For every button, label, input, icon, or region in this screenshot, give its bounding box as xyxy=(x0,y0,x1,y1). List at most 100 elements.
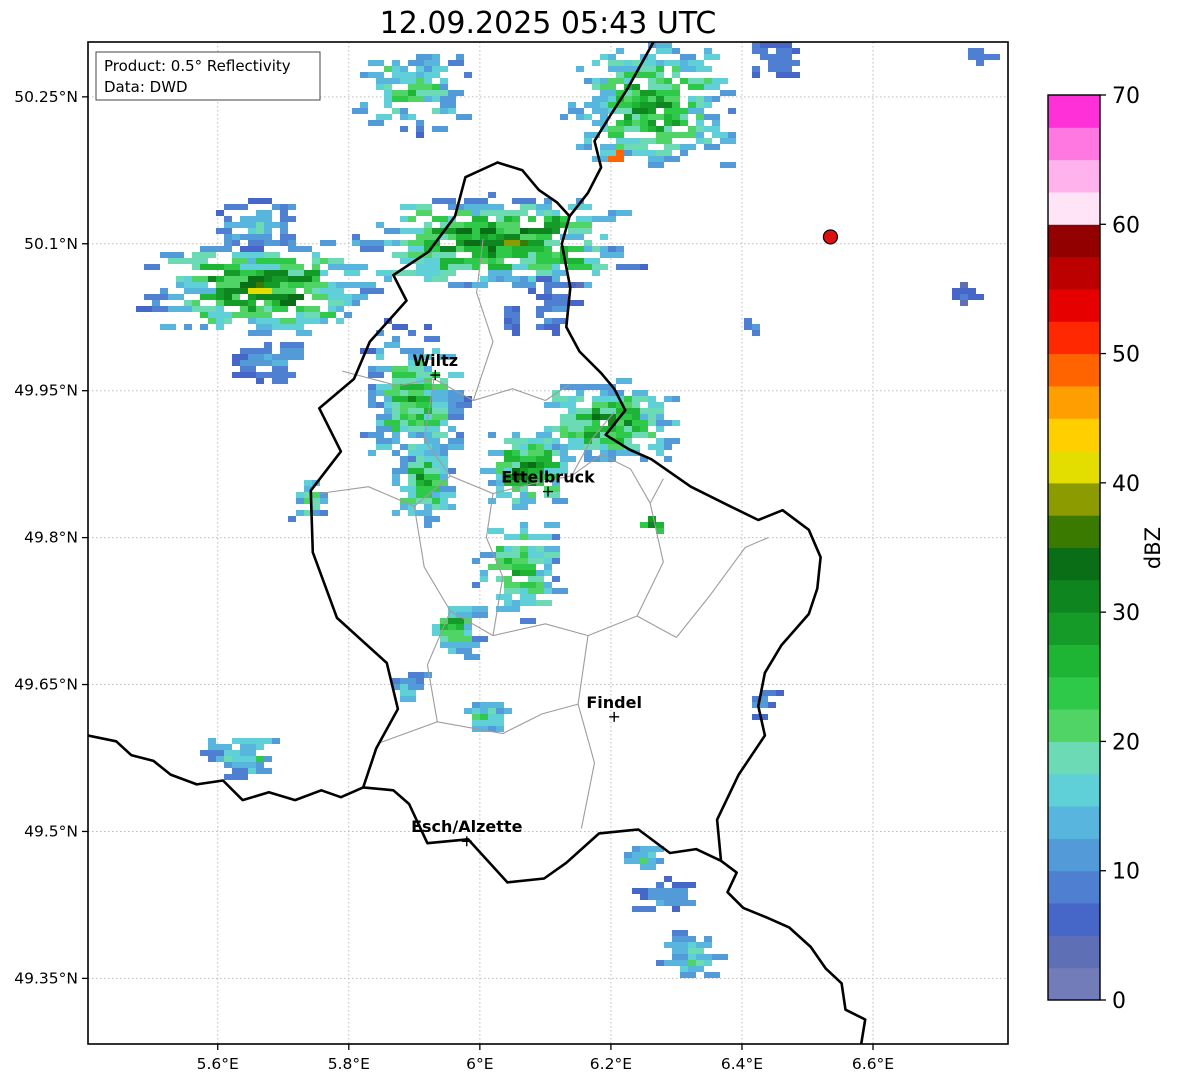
radar-echo-cell xyxy=(432,408,448,414)
radar-echo-cell xyxy=(568,282,576,288)
radar-echo-cell xyxy=(952,294,960,300)
radar-echo-cell xyxy=(240,312,256,318)
radar-echo-cell xyxy=(480,552,496,558)
radar-echo-cell xyxy=(520,618,536,624)
radar-echo-cell xyxy=(456,624,464,630)
radar-echo-cell xyxy=(328,300,344,306)
x-tick-label: 6.2°E xyxy=(590,1055,632,1073)
radar-echo-cell xyxy=(224,240,232,246)
radar-echo-cell xyxy=(416,66,424,72)
radar-echo-cell xyxy=(360,348,376,354)
radar-echo-cell xyxy=(568,102,576,108)
radar-echo-cell xyxy=(240,744,256,750)
radar-echo-cell xyxy=(440,228,456,234)
radar-echo-cell xyxy=(568,444,584,450)
radar-echo-cell xyxy=(560,444,568,450)
radar-echo-cell xyxy=(408,684,424,690)
radar-echo-cell xyxy=(416,264,440,270)
radar-echo-cell xyxy=(640,102,656,108)
radar-echo-cell xyxy=(656,450,664,456)
radar-echo-cell xyxy=(344,270,360,276)
radar-echo-cell xyxy=(304,498,312,504)
radar-echo-cell xyxy=(424,72,440,78)
radar-echo-cell xyxy=(416,492,432,498)
radar-echo-cell xyxy=(400,420,408,426)
radar-echo-cell xyxy=(256,762,264,768)
radar-echo-cell xyxy=(192,258,208,264)
radar-echo-cell xyxy=(280,204,288,210)
radar-echo-cell xyxy=(696,120,704,126)
radar-echo-cell xyxy=(616,432,632,438)
radar-echo-cell xyxy=(648,414,656,420)
radar-echo-cell xyxy=(496,246,512,252)
radar-echo-cell xyxy=(424,516,440,522)
radar-echo-cell xyxy=(408,330,416,336)
radar-echo-cell xyxy=(536,432,552,438)
radar-echo-cell xyxy=(496,546,504,552)
radar-echo-cell xyxy=(640,852,648,858)
radar-echo-cell xyxy=(528,216,536,222)
radar-echo-cell xyxy=(400,486,408,492)
radar-echo-cell xyxy=(368,402,376,408)
radar-echo-cell xyxy=(400,72,416,78)
radar-echo-cell xyxy=(160,288,168,294)
radar-echo-cell xyxy=(696,132,704,138)
radar-echo-cell xyxy=(520,492,528,498)
radar-echo-cell xyxy=(448,372,464,378)
colorbar-segment xyxy=(1048,515,1100,548)
radar-echo-cell xyxy=(544,444,552,450)
radar-echo-cell xyxy=(432,462,448,468)
city-findel: Findel xyxy=(586,693,642,722)
radar-echo-cell xyxy=(376,270,384,276)
radar-echo-cell xyxy=(488,714,504,720)
radar-echo-cell xyxy=(264,342,272,348)
radar-echo-cell xyxy=(704,48,712,54)
radar-echo-cell xyxy=(440,504,448,510)
radar-echo-cell xyxy=(296,270,320,276)
radar-echo-cell xyxy=(368,60,384,66)
radar-echo-cell xyxy=(320,312,336,318)
radar-echo-cell xyxy=(232,294,240,300)
radar-echo-cell xyxy=(520,264,528,270)
radar-echo-cell xyxy=(416,486,432,492)
radar-echo-cell xyxy=(608,450,616,456)
radar-echo-cell xyxy=(456,648,472,654)
radar-echo-cell xyxy=(496,594,504,600)
radar-echo-cell xyxy=(672,906,680,912)
radar-echo-cell xyxy=(384,84,392,90)
radar-echo-cell xyxy=(648,894,656,900)
radar-echo-cell xyxy=(504,474,512,480)
radar-echo-cell xyxy=(448,60,464,66)
radar-echo-cell xyxy=(624,858,632,864)
radar-echo-cell xyxy=(664,120,672,126)
radar-echo-cell xyxy=(616,72,624,78)
radar-echo-cell xyxy=(232,354,248,360)
radar-echo-cell xyxy=(472,612,488,618)
radar-echo-cell xyxy=(520,456,536,462)
radar-echo-cell xyxy=(264,300,272,306)
radar-echo-cell xyxy=(432,126,448,132)
radar-echo-cell xyxy=(480,240,504,246)
radar-echo-cell xyxy=(464,708,472,714)
city-marker-cross xyxy=(461,836,472,847)
radar-echo-cell xyxy=(672,84,680,90)
radar-echo-cell xyxy=(312,504,320,510)
radar-echo-cell xyxy=(288,270,304,276)
y-tick-label: 49.5°N xyxy=(24,822,78,840)
colorbar-tick-label: 10 xyxy=(1112,860,1140,885)
radar-echo-cell xyxy=(416,396,432,402)
radar-echo-cell xyxy=(192,276,216,282)
radar-echo-cell xyxy=(528,480,536,486)
radar-echo-cell xyxy=(536,600,552,606)
radar-site-layer xyxy=(822,229,839,245)
city-marker-layer: Wiltz Ettelbruck Findel Esch/Alzette xyxy=(411,351,642,847)
colorbar-segment xyxy=(1048,159,1100,193)
radar-echo-cell xyxy=(384,102,392,108)
radar-echo-cell xyxy=(696,954,712,960)
city-ettelbruck: Ettelbruck xyxy=(501,468,595,497)
radar-echo-cell xyxy=(432,432,448,438)
radar-echo-cell xyxy=(232,756,248,762)
radar-echo-cell xyxy=(632,108,640,114)
radar-echo-cell xyxy=(608,60,624,66)
radar-echo-cell xyxy=(216,324,224,330)
